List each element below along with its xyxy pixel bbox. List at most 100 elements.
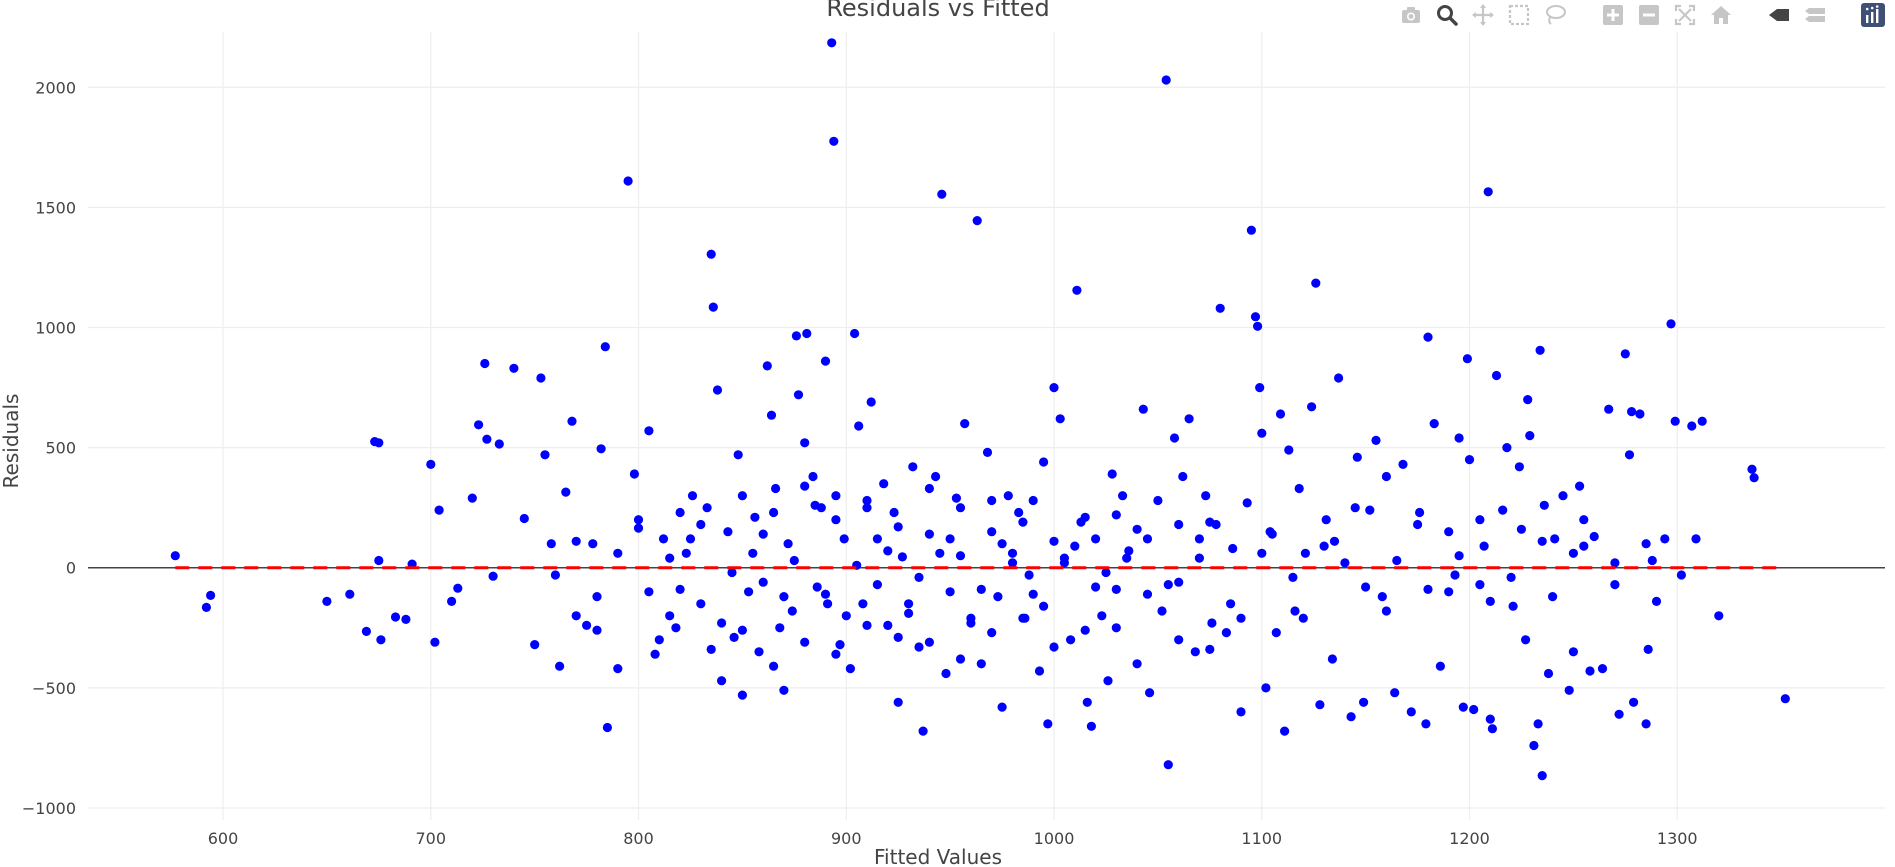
- data-point[interactable]: [1423, 584, 1433, 595]
- data-point[interactable]: [883, 546, 893, 556]
- data-point[interactable]: [1169, 433, 1180, 443]
- data-point[interactable]: [434, 505, 444, 515]
- data-point[interactable]: [1352, 452, 1362, 462]
- data-point[interactable]: [914, 642, 924, 652]
- data-point[interactable]: [1579, 515, 1589, 525]
- data-point[interactable]: [1298, 613, 1308, 623]
- data-point[interactable]: [862, 495, 872, 506]
- data-point[interactable]: [955, 654, 966, 664]
- data-point[interactable]: [401, 614, 411, 625]
- data-point[interactable]: [1697, 416, 1707, 426]
- data-point[interactable]: [1514, 462, 1524, 472]
- data-point[interactable]: [1502, 443, 1512, 453]
- data-point[interactable]: [987, 527, 997, 537]
- data-point[interactable]: [1157, 606, 1167, 616]
- data-point[interactable]: [771, 483, 781, 494]
- data-point[interactable]: [536, 373, 546, 383]
- data-point[interactable]: [1564, 685, 1574, 695]
- data-point[interactable]: [1055, 414, 1065, 424]
- data-point[interactable]: [430, 637, 440, 647]
- data-point[interactable]: [955, 503, 966, 513]
- data-point[interactable]: [987, 495, 997, 506]
- data-point[interactable]: [1749, 473, 1759, 483]
- data-point[interactable]: [494, 439, 504, 449]
- data-point[interactable]: [769, 507, 779, 518]
- data-point[interactable]: [1107, 469, 1117, 479]
- data-point[interactable]: [1043, 719, 1053, 729]
- data-point[interactable]: [629, 469, 640, 479]
- data-point[interactable]: [1421, 719, 1431, 729]
- data-point[interactable]: [1483, 187, 1493, 197]
- data-point[interactable]: [1163, 580, 1173, 590]
- data-point[interactable]: [1365, 505, 1375, 515]
- data-point[interactable]: [426, 459, 436, 469]
- data-point[interactable]: [1479, 541, 1489, 551]
- data-point[interactable]: [1072, 285, 1082, 295]
- data-point[interactable]: [671, 623, 681, 633]
- data-point[interactable]: [1145, 688, 1155, 698]
- data-point[interactable]: [908, 462, 918, 472]
- data-point[interactable]: [561, 487, 571, 497]
- data-point[interactable]: [835, 640, 845, 650]
- zoom-out-icon[interactable]: [1635, 1, 1663, 29]
- data-point[interactable]: [1691, 534, 1701, 544]
- data-point[interactable]: [831, 491, 841, 501]
- data-point[interactable]: [1334, 373, 1344, 383]
- data-point[interactable]: [1028, 495, 1038, 506]
- data-point[interactable]: [1007, 548, 1018, 558]
- zoom-in-icon[interactable]: [1599, 1, 1627, 29]
- data-point[interactable]: [592, 592, 602, 602]
- data-point[interactable]: [935, 548, 945, 558]
- data-point[interactable]: [1070, 541, 1080, 551]
- data-point[interactable]: [924, 529, 935, 539]
- data-point[interactable]: [374, 438, 384, 448]
- data-point[interactable]: [737, 491, 748, 501]
- data-point[interactable]: [748, 548, 758, 558]
- data-point[interactable]: [467, 493, 477, 503]
- data-point[interactable]: [924, 483, 935, 494]
- data-point[interactable]: [1413, 519, 1423, 530]
- data-point[interactable]: [808, 471, 818, 482]
- data-point[interactable]: [602, 722, 613, 733]
- data-point[interactable]: [582, 620, 592, 631]
- data-point[interactable]: [982, 447, 993, 457]
- data-point[interactable]: [571, 536, 581, 546]
- data-point[interactable]: [1498, 505, 1508, 515]
- data-point[interactable]: [1340, 558, 1350, 568]
- data-point[interactable]: [723, 527, 733, 537]
- data-point[interactable]: [879, 479, 889, 489]
- data-point[interactable]: [650, 649, 660, 659]
- data-point[interactable]: [793, 390, 804, 400]
- data-point[interactable]: [976, 584, 986, 595]
- data-point[interactable]: [633, 515, 644, 525]
- data-point[interactable]: [1423, 332, 1433, 342]
- data-point[interactable]: [845, 664, 856, 674]
- data-point[interactable]: [862, 620, 872, 631]
- data-point[interactable]: [1257, 428, 1267, 438]
- data-point[interactable]: [1028, 589, 1038, 599]
- data-point[interactable]: [654, 635, 664, 645]
- data-point[interactable]: [1475, 580, 1485, 590]
- data-point[interactable]: [509, 363, 519, 373]
- pan-icon[interactable]: [1469, 1, 1497, 29]
- data-point[interactable]: [555, 661, 565, 671]
- data-point[interactable]: [681, 548, 691, 558]
- data-point[interactable]: [787, 606, 797, 616]
- data-point[interactable]: [374, 555, 384, 566]
- data-point[interactable]: [1350, 503, 1360, 513]
- data-point[interactable]: [1535, 345, 1545, 355]
- data-point[interactable]: [1537, 536, 1547, 546]
- data-point[interactable]: [783, 539, 793, 549]
- data-point[interactable]: [1174, 635, 1184, 645]
- data-point[interactable]: [1444, 587, 1454, 597]
- data-point[interactable]: [987, 628, 997, 638]
- data-point[interactable]: [658, 534, 669, 544]
- data-point[interactable]: [1039, 601, 1049, 611]
- data-point[interactable]: [1450, 570, 1460, 580]
- data-point[interactable]: [1321, 515, 1331, 525]
- data-point[interactable]: [201, 602, 211, 613]
- data-point[interactable]: [480, 358, 490, 369]
- data-point[interactable]: [1666, 319, 1676, 329]
- data-point[interactable]: [1539, 500, 1549, 510]
- data-point[interactable]: [644, 426, 654, 436]
